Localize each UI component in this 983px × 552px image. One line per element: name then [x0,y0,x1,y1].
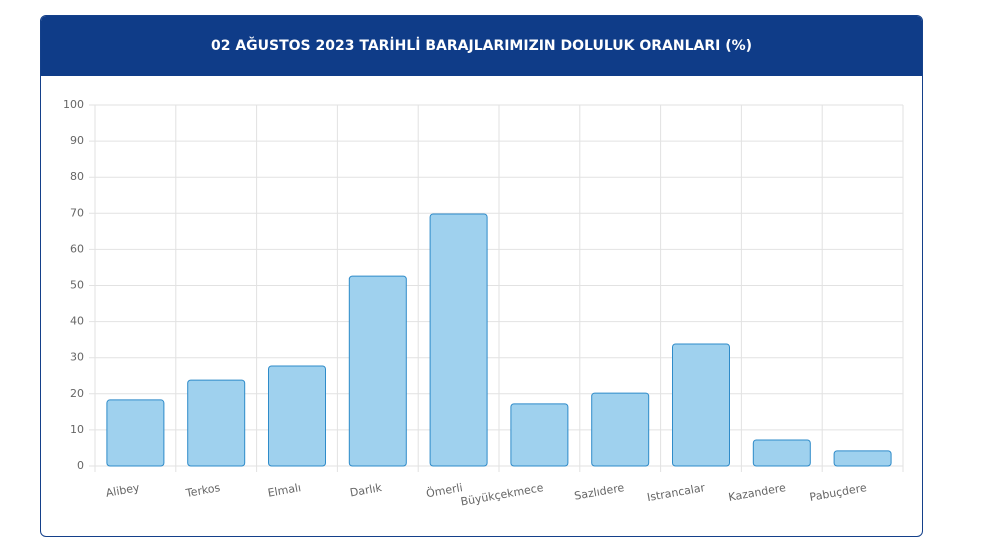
bar [752,439,811,467]
y-tick-label: 30 [70,351,84,364]
x-tick-label: Terkos [184,481,222,500]
y-tick-label: 20 [70,387,84,400]
y-tick-label: 60 [70,242,84,255]
y-tick-label: 50 [70,279,84,292]
x-tick-label: Pabuçdere [809,481,868,504]
y-tick-label: 40 [70,315,84,328]
bar [510,403,569,467]
chart-card: 02 AĞUSTOS 2023 TARİHLİ BARAJLARIMIZIN D… [40,15,923,537]
y-tick-label: 70 [70,206,84,219]
bar [429,213,488,467]
bar [591,392,650,467]
chart-title: 02 AĞUSTOS 2023 TARİHLİ BARAJLARIMIZIN D… [41,16,922,76]
x-tick-label: Darlık [349,481,384,500]
bar [672,343,730,467]
x-tick-label: Sazlıdere [573,481,625,503]
bar [833,450,892,467]
bar [106,399,165,467]
y-tick-label: 100 [63,98,84,111]
x-tick-label: Ömerli [425,481,463,500]
x-tick-label: Büyükçekmece [460,481,545,508]
y-tick-label: 90 [70,134,84,147]
bar [268,365,326,467]
bar [187,379,246,467]
bar [348,275,407,467]
x-tick-label: Istrancalar [646,481,706,504]
x-tick-label: Elmalı [267,481,302,500]
y-tick-label: 10 [70,423,84,436]
y-tick-label: 0 [77,459,84,472]
x-tick-label: Kazandere [727,481,787,504]
y-tick-label: 80 [70,170,84,183]
x-tick-label: Alibey [105,481,141,500]
